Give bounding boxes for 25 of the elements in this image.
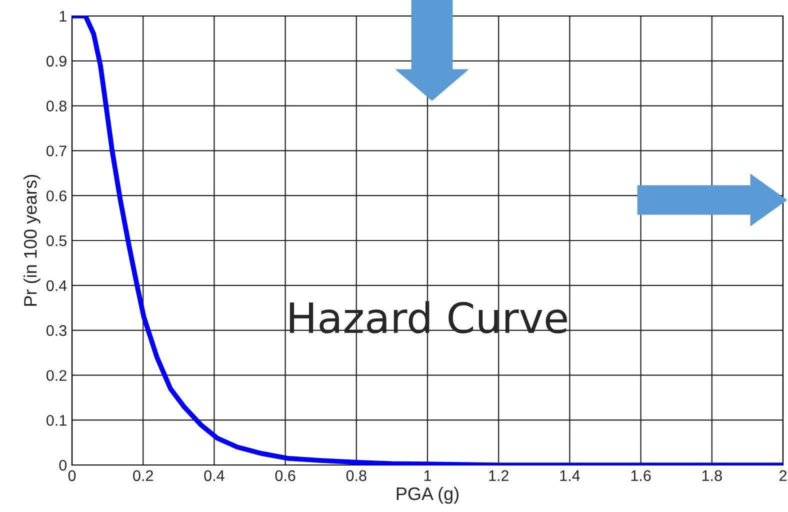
y-tick-label: 1 bbox=[60, 11, 66, 22]
line-series bbox=[72, 16, 783, 465]
y-tick-label: 0.4 bbox=[46, 280, 67, 292]
x-tick-label: 0.4 bbox=[204, 470, 224, 482]
x-tick-label: 1 bbox=[424, 470, 432, 481]
y-tick-label: 0.8 bbox=[46, 100, 66, 112]
y-tick-label: 0.3 bbox=[46, 325, 66, 336]
y-tick-label: 0.2 bbox=[46, 370, 66, 381]
x-tick-label: 0 bbox=[68, 470, 76, 482]
x-tick-label: 2 bbox=[780, 470, 786, 481]
y-axis-title: Pr (in 100 years) bbox=[24, 174, 40, 306]
x-tick-label: 1.4 bbox=[560, 470, 580, 481]
y-tick-label: 0.1 bbox=[46, 414, 66, 426]
x-tick-label: 0.8 bbox=[346, 470, 366, 482]
x-tick-label: 0.6 bbox=[275, 470, 296, 482]
y-tick-label: 0.9 bbox=[46, 56, 66, 67]
y-tick-label: 0.6 bbox=[46, 190, 66, 202]
y-tick-label: 0.7 bbox=[46, 146, 66, 156]
x-tick-label: 1.8 bbox=[702, 470, 722, 482]
x-axis-title: PGA (g) bbox=[396, 486, 458, 504]
x-tick-label: 0.2 bbox=[133, 470, 153, 482]
x-tick-label: 1.6 bbox=[631, 470, 651, 482]
y-tick-label: 0.5 bbox=[46, 235, 66, 246]
y-tick-label: 0 bbox=[59, 460, 67, 471]
x-tick-label: 1.2 bbox=[489, 470, 508, 481]
